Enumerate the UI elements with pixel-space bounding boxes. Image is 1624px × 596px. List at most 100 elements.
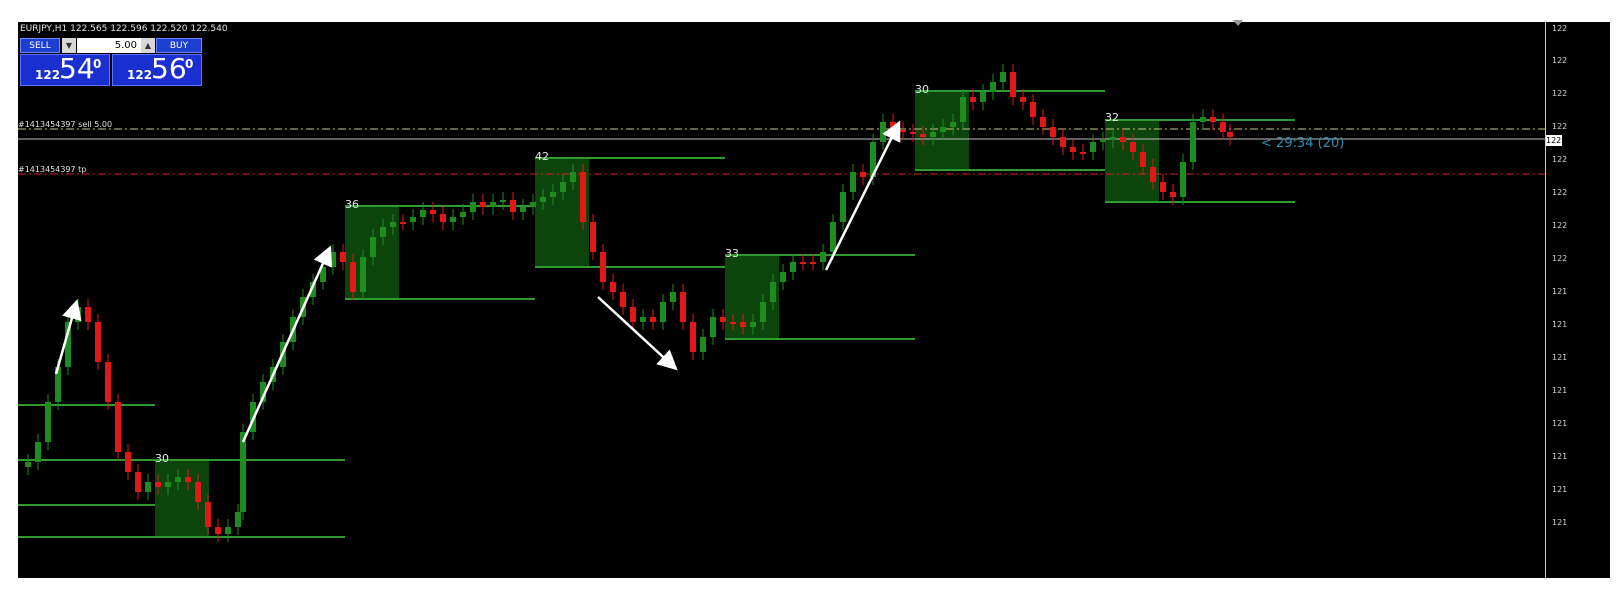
price-tick: 122: [1552, 254, 1568, 263]
price-tick: 122: [1552, 89, 1568, 98]
sell-price-prefix: 122: [35, 68, 61, 82]
bear-candle: [690, 322, 696, 352]
bull-candle: [1090, 142, 1096, 152]
bull-candle: [820, 252, 826, 262]
bear-candle: [1170, 192, 1176, 197]
price-tick: 121: [1552, 320, 1568, 329]
bull-candle: [460, 212, 466, 217]
bull-candle: [240, 432, 246, 512]
sell-price-pips: 54: [59, 52, 95, 85]
bull-candle: [660, 302, 666, 322]
bull-candle: [165, 482, 171, 487]
bull-candle: [570, 172, 576, 182]
bull-candle: [390, 222, 396, 227]
bull-candle: [540, 197, 546, 202]
bear-candle: [1070, 147, 1076, 152]
bull-candle: [260, 382, 266, 402]
price-tick: 122: [1552, 155, 1568, 164]
bull-candle: [35, 442, 41, 462]
sell-price-box[interactable]: 122 54 0: [20, 52, 110, 86]
lot-decrease-icon[interactable]: ▼: [62, 38, 76, 53]
bull-candle: [780, 272, 786, 282]
price-tick: 122: [1552, 221, 1568, 230]
bear-candle: [1140, 152, 1146, 167]
bull-candle: [990, 82, 996, 92]
bull-candle: [320, 267, 326, 282]
lot-size-input[interactable]: 5.00: [77, 38, 141, 53]
sell-button[interactable]: SELL: [20, 38, 60, 53]
bid-price-tag: 122: [1546, 135, 1562, 146]
bear-candle: [620, 292, 626, 307]
chart-shift-marker-icon[interactable]: [1233, 20, 1243, 26]
bull-candle: [1100, 140, 1106, 142]
buy-button[interactable]: BUY: [156, 38, 202, 53]
bull-candle: [840, 192, 846, 222]
bear-candle: [580, 172, 586, 222]
take-profit-label[interactable]: #1413454397 tp: [18, 165, 87, 174]
bear-candle: [125, 452, 131, 472]
price-tick: 122: [1552, 122, 1568, 131]
bear-candle: [115, 402, 121, 452]
bear-candle: [970, 97, 976, 102]
bull-candle: [770, 282, 776, 302]
price-scale[interactable]: 122 122 122 122 122 122 122 122 121 121 …: [1545, 22, 1611, 578]
chart-window[interactable]: EURJPY,H1 122.565 122.596 122.520 122.54…: [18, 20, 1611, 578]
bull-candle: [235, 512, 241, 527]
price-tick: 121: [1552, 353, 1568, 362]
bear-candle: [480, 202, 486, 207]
bear-candle: [680, 292, 686, 322]
sell-order-label[interactable]: #1413454397 sell 5.00: [18, 120, 113, 129]
range-box: [1105, 120, 1159, 202]
bear-candle: [400, 222, 406, 224]
bull-candle: [980, 92, 986, 102]
symbol-header: EURJPY,H1 122.565 122.596 122.520 122.54…: [20, 24, 228, 34]
bull-candle: [25, 462, 31, 467]
bull-candle: [550, 192, 556, 197]
bear-candle: [430, 210, 436, 214]
price-tick: 121: [1552, 386, 1568, 395]
lot-increase-icon[interactable]: ▲: [141, 38, 155, 53]
bull-candle: [175, 477, 181, 482]
bear-candle: [600, 252, 606, 282]
bear-candle: [95, 322, 101, 362]
buy-price-box[interactable]: 122 56 0: [112, 52, 202, 86]
price-tick: 121: [1552, 452, 1568, 461]
price-tick: 121: [1552, 518, 1568, 527]
bull-candle: [530, 202, 536, 207]
box-label: 30: [155, 452, 169, 465]
trend-arrow: [241, 245, 332, 443]
bear-candle: [1060, 137, 1066, 147]
bull-candle: [760, 302, 766, 322]
price-tick: 121: [1552, 485, 1568, 494]
bull-candle: [310, 282, 316, 297]
bear-candle: [920, 134, 926, 137]
sell-price-fraction: 0: [93, 57, 102, 71]
bull-candle: [490, 202, 496, 207]
bear-candle: [590, 222, 596, 252]
bear-candle: [510, 200, 516, 212]
bull-candle: [55, 367, 61, 402]
bear-candle: [215, 527, 221, 534]
bull-candle: [870, 142, 876, 177]
bull-candle: [1110, 137, 1116, 140]
bear-candle: [105, 362, 111, 402]
bull-candle: [380, 227, 386, 237]
bear-candle: [1227, 132, 1233, 137]
bear-candle: [85, 307, 91, 322]
bull-candle: [75, 307, 81, 322]
bull-candle: [45, 402, 51, 442]
bull-candle: [950, 122, 956, 127]
bull-candle: [930, 132, 936, 137]
bear-candle: [860, 172, 866, 177]
candlestick-chart[interactable]: [18, 22, 1545, 578]
bear-candle: [350, 262, 356, 292]
bear-candle: [340, 252, 346, 262]
bear-candle: [1080, 152, 1086, 154]
buy-price-prefix: 122: [127, 68, 153, 82]
bear-candle: [195, 482, 201, 502]
bear-candle: [610, 282, 616, 292]
bear-candle: [185, 477, 191, 482]
trend-arrow: [54, 299, 82, 375]
bear-candle: [910, 132, 916, 134]
box-label: 30: [915, 83, 929, 96]
